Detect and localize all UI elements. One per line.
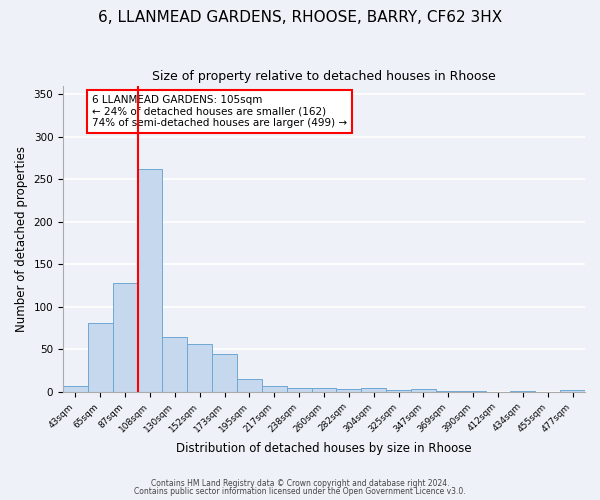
Bar [88,323,113,392]
Title: Size of property relative to detached houses in Rhoose: Size of property relative to detached ho… [152,70,496,83]
Bar [560,390,585,392]
Bar [287,388,311,392]
Bar [113,283,137,392]
Bar [436,391,461,392]
Y-axis label: Number of detached properties: Number of detached properties [15,146,28,332]
Bar [212,354,237,392]
Bar [461,391,485,392]
Bar [411,390,436,392]
Bar [187,344,212,392]
Bar [63,386,88,392]
Bar [361,388,386,392]
Bar [163,336,187,392]
Bar [237,379,262,392]
Text: Contains HM Land Registry data © Crown copyright and database right 2024.: Contains HM Land Registry data © Crown c… [151,478,449,488]
Bar [337,390,361,392]
Bar [137,169,163,392]
Bar [386,390,411,392]
X-axis label: Distribution of detached houses by size in Rhoose: Distribution of detached houses by size … [176,442,472,455]
Bar [262,386,287,392]
Bar [311,388,337,392]
Text: 6 LLANMEAD GARDENS: 105sqm
← 24% of detached houses are smaller (162)
74% of sem: 6 LLANMEAD GARDENS: 105sqm ← 24% of deta… [92,94,347,128]
Bar [511,391,535,392]
Text: 6, LLANMEAD GARDENS, RHOOSE, BARRY, CF62 3HX: 6, LLANMEAD GARDENS, RHOOSE, BARRY, CF62… [98,10,502,25]
Text: Contains public sector information licensed under the Open Government Licence v3: Contains public sector information licen… [134,487,466,496]
